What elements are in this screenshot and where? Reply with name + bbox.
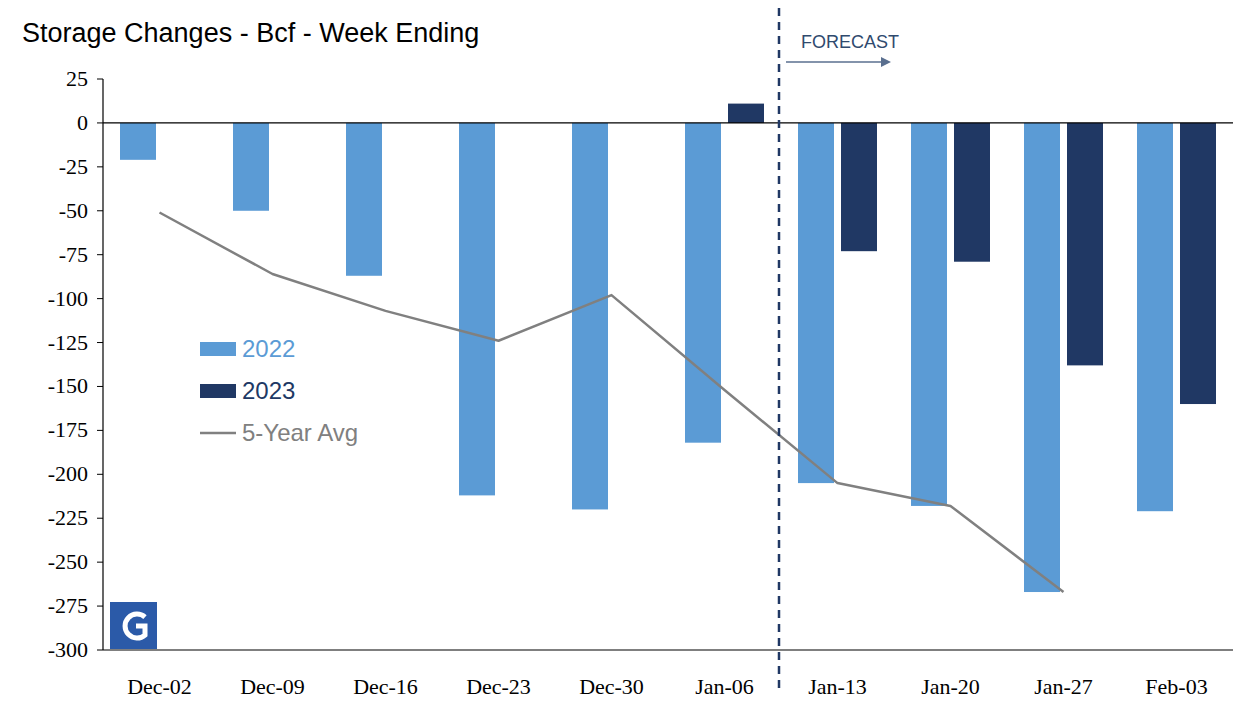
x-tick-label: Jan-27 bbox=[1034, 674, 1093, 699]
x-tick-label: Dec-16 bbox=[353, 674, 418, 699]
x-tick-label: Dec-09 bbox=[240, 674, 305, 699]
logo-box bbox=[110, 602, 157, 649]
legend-swatch bbox=[200, 342, 236, 356]
y-tick bbox=[97, 430, 103, 431]
logo bbox=[110, 602, 157, 649]
y-tick-label: -175 bbox=[48, 417, 88, 442]
legend-label: 2023 bbox=[242, 377, 295, 404]
x-tick-label: Feb-03 bbox=[1145, 674, 1207, 699]
arrow-shaft bbox=[786, 61, 883, 63]
y-tick bbox=[97, 166, 103, 167]
y-tick-label: -225 bbox=[48, 505, 88, 530]
x-tick-label: Jan-20 bbox=[921, 674, 980, 699]
x-tick-label: Dec-02 bbox=[127, 674, 192, 699]
legend-label: 5-Year Avg bbox=[242, 419, 358, 446]
y-tick bbox=[97, 122, 103, 123]
y-tick bbox=[97, 254, 103, 255]
bar bbox=[1180, 123, 1216, 404]
logo-mark bbox=[125, 614, 145, 638]
x-tick-label: Dec-30 bbox=[579, 674, 644, 699]
y-tick-label: 0 bbox=[77, 110, 88, 135]
y-tick bbox=[97, 474, 103, 475]
y-tick-label: -200 bbox=[48, 461, 88, 486]
y-tick bbox=[97, 79, 103, 80]
legend: 2022 2023 5-Year Avg bbox=[200, 335, 358, 446]
y-tick-label: -300 bbox=[48, 637, 88, 662]
chart: Storage Changes - Bcf - Week Ending 25 0 -2… bbox=[0, 0, 1234, 714]
x-tick-label: Jan-06 bbox=[695, 674, 754, 699]
title: Storage Changes - Bcf - Week Ending bbox=[22, 18, 479, 48]
plot-area bbox=[120, 104, 1216, 592]
x-axis bbox=[103, 649, 1233, 650]
zero-line bbox=[103, 122, 1233, 123]
y-tick-label: -250 bbox=[48, 549, 88, 574]
bar bbox=[954, 123, 990, 262]
bar bbox=[459, 123, 495, 495]
y-tick-label: -50 bbox=[59, 198, 88, 223]
bar bbox=[728, 104, 764, 123]
bar bbox=[1067, 123, 1103, 365]
forecast-divider bbox=[778, 8, 781, 690]
x-tick-label: Jan-13 bbox=[808, 674, 867, 699]
y-tick bbox=[97, 518, 103, 519]
bar bbox=[841, 123, 877, 251]
y-tick-label: -275 bbox=[48, 593, 88, 618]
y-tick-label: -125 bbox=[48, 330, 88, 355]
legend-label: 2022 bbox=[242, 335, 295, 362]
bar bbox=[1137, 123, 1173, 511]
legend-swatch bbox=[200, 432, 236, 435]
annotation: FORECAST bbox=[801, 32, 899, 52]
y-tick bbox=[97, 606, 103, 607]
bar bbox=[346, 123, 382, 276]
y-tick bbox=[97, 386, 103, 387]
bar bbox=[233, 123, 269, 211]
y-tick bbox=[97, 562, 103, 563]
y-tick bbox=[97, 210, 103, 211]
y-tick-label: -75 bbox=[59, 242, 88, 267]
bar bbox=[572, 123, 608, 510]
y-axis bbox=[102, 79, 103, 650]
line bbox=[160, 213, 1064, 592]
bar bbox=[911, 123, 947, 506]
bar bbox=[120, 123, 156, 160]
bar bbox=[685, 123, 721, 443]
arrow-head bbox=[881, 57, 891, 67]
y-tick bbox=[97, 342, 103, 343]
y-tick-label: -25 bbox=[59, 154, 88, 179]
y-tick bbox=[97, 650, 103, 651]
x-tick-label: Dec-23 bbox=[466, 674, 531, 699]
y-tick-label: -150 bbox=[48, 373, 88, 398]
bar bbox=[798, 123, 834, 483]
y-tick bbox=[97, 298, 103, 299]
y-tick-label: 25 bbox=[66, 66, 88, 91]
y-tick-label: -100 bbox=[48, 286, 88, 311]
legend-swatch bbox=[200, 384, 236, 398]
bar bbox=[1024, 123, 1060, 592]
